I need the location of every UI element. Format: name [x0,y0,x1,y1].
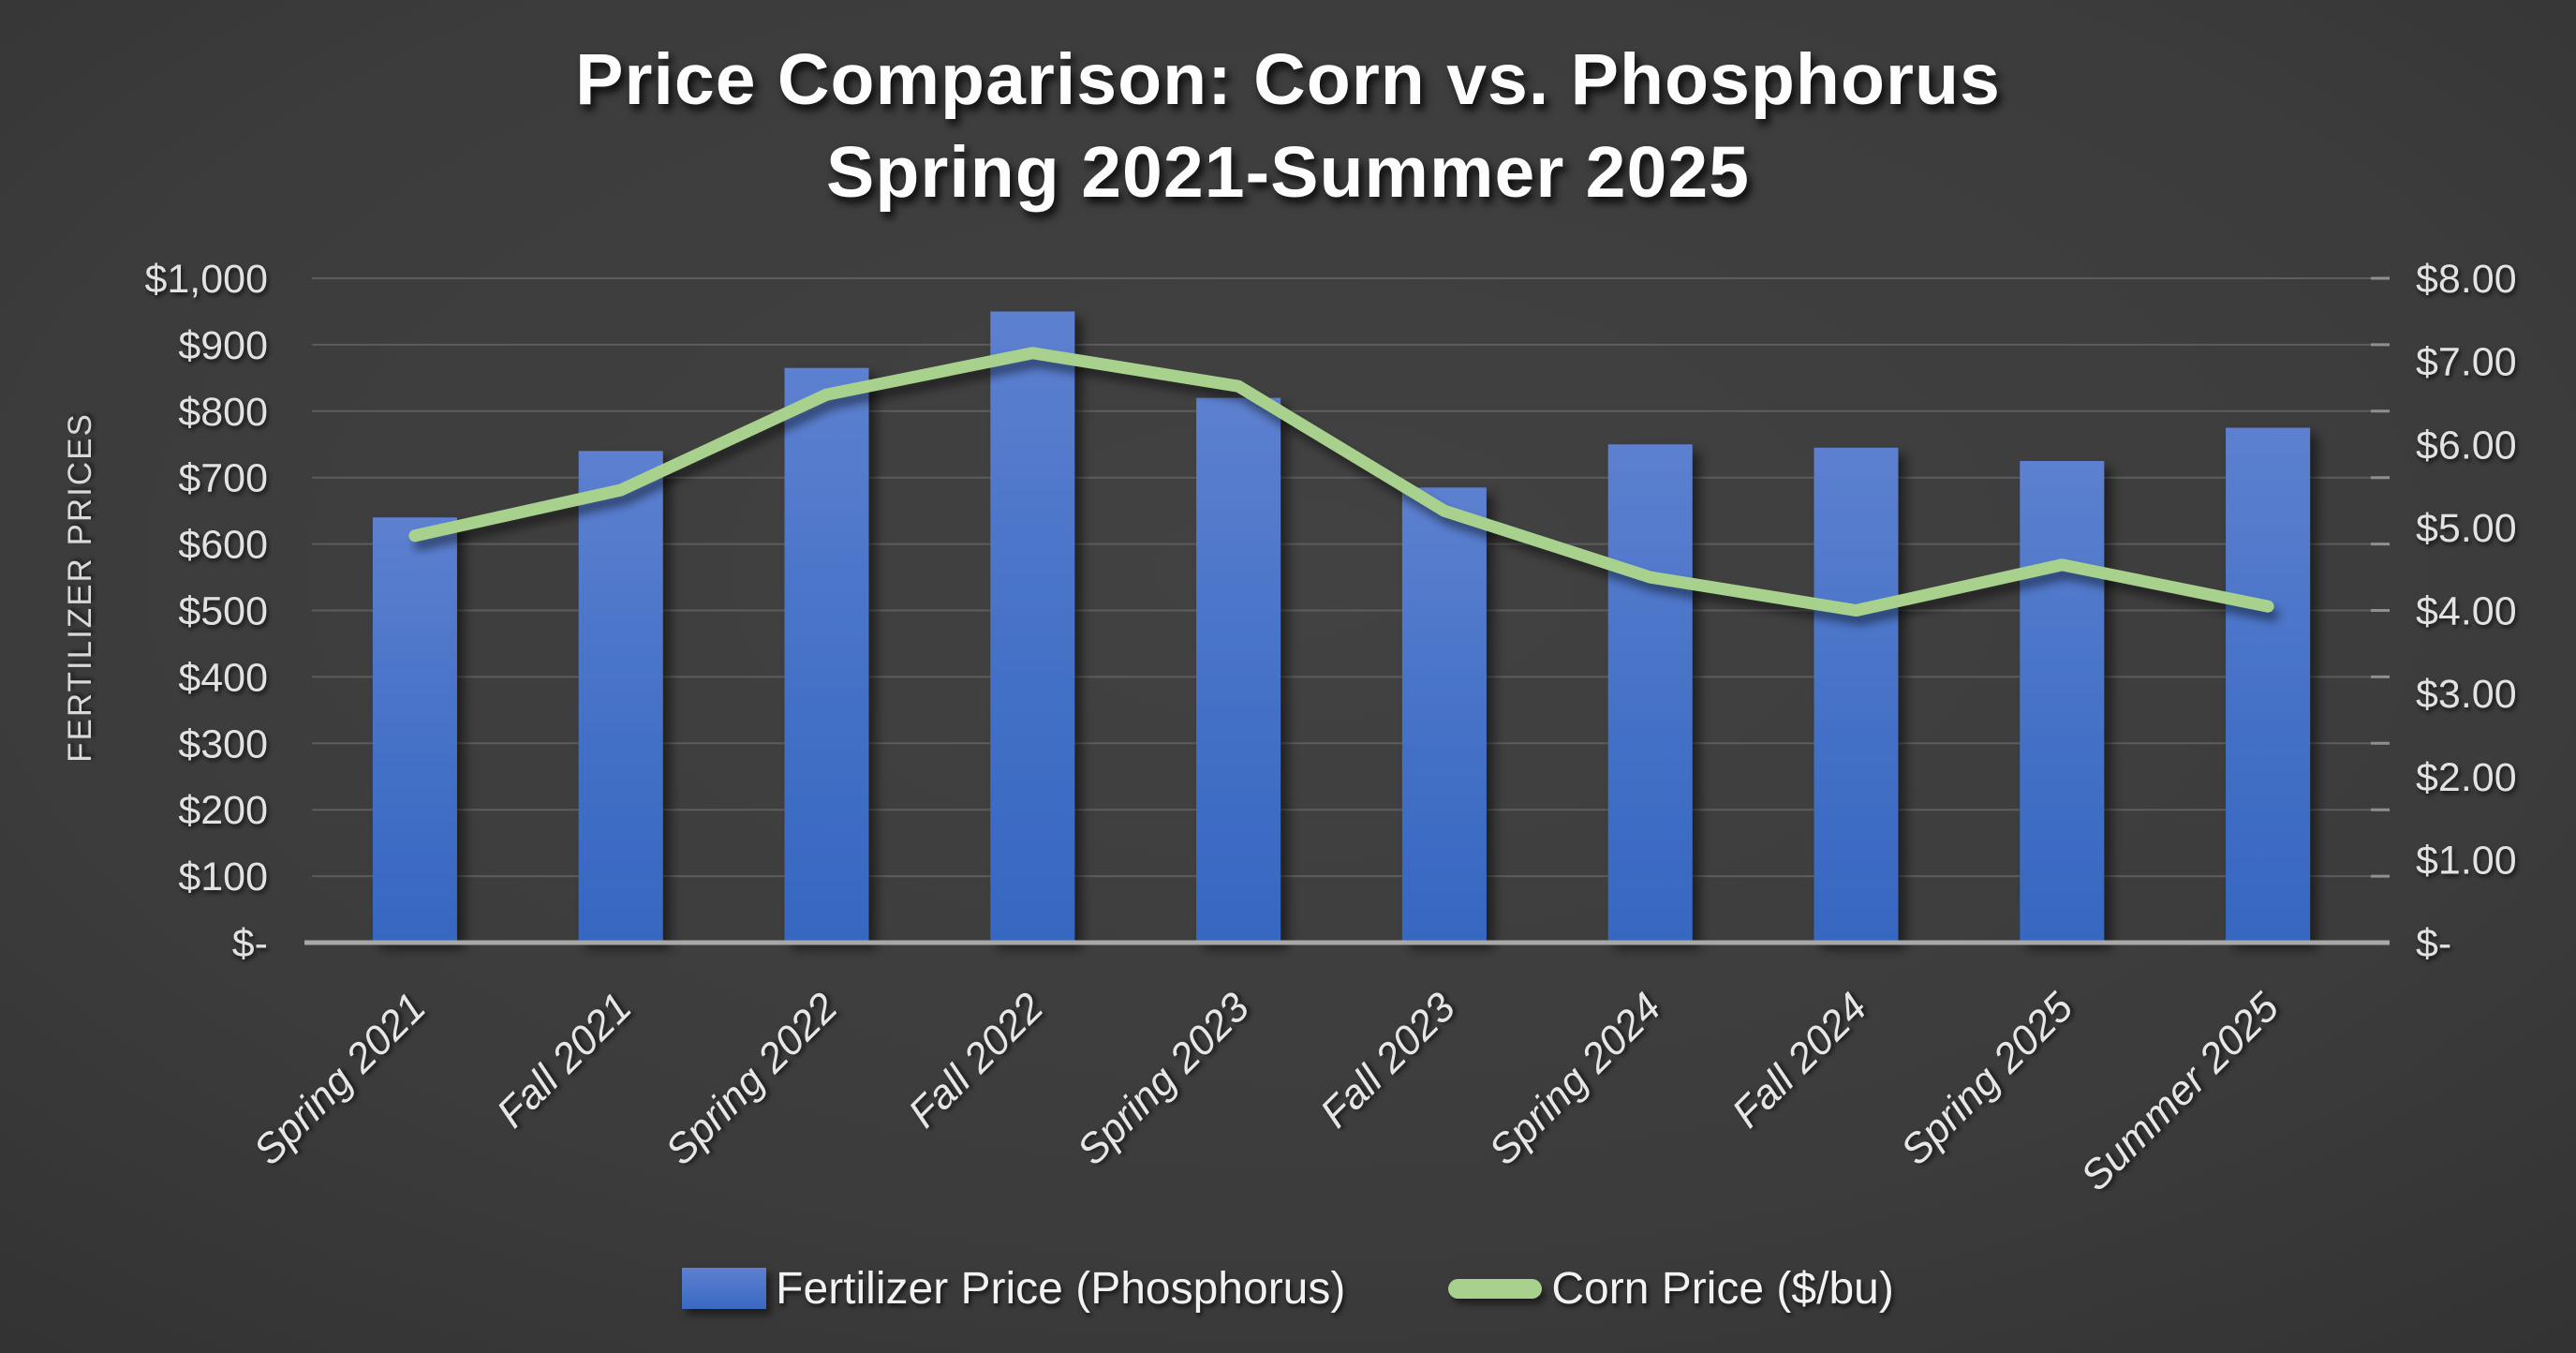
x-axis-label: Fall 2024 [1724,984,1876,1137]
left-axis-label: $1,000 [144,257,268,302]
right-axis-label: $2.00 [2416,755,2517,800]
bar-summer-2025[interactable] [2226,427,2311,943]
chart-title-line1: Price Comparison: Corn vs. Phosphorus [575,39,2001,120]
x-axis-label: Spring 2024 [1480,984,1669,1173]
line-series-corn [408,347,2274,617]
legend-item-corn[interactable]: Corn Price ($/bu) [1448,1263,1894,1315]
left-axis-label: $300 [178,721,268,766]
legend: Fertilizer Price (Phosphorus) Corn Price… [0,1256,2576,1321]
bar-spring-2022[interactable] [784,367,869,944]
left-axis-label: $200 [178,788,268,833]
left-axis-tick-labels: $- $100 $200 $300 $400 $500 $600 $700 $800 $900 $1… [144,257,268,966]
bar-fall-2024[interactable] [1814,447,1899,943]
left-axis-label: $600 [178,523,268,568]
chart-title-line2: Spring 2021-Summer 2025 [826,132,1750,213]
x-axis-label: Fall 2023 [1311,984,1464,1137]
x-axis-label: Summer 2025 [2072,984,2287,1199]
bar-spring-2024[interactable] [1607,444,1693,943]
right-axis-label: $1.00 [2416,838,2517,883]
left-axis-label: $100 [178,855,268,900]
x-axis-label: Fall 2021 [488,984,641,1137]
right-axis-label: $8.00 [2416,257,2517,302]
x-axis-label: Spring 2025 [1892,984,2082,1174]
x-axis-label: Spring 2022 [657,984,846,1173]
legend-bar-swatch [682,1268,767,1309]
right-axis-label: $7.00 [2416,340,2517,385]
right-axis-label: $5.00 [2416,506,2517,551]
x-axis-tick-labels: Spring 2021 Fall 2021 Spring 2022 Fall 2022… [245,984,2288,1199]
x-axis-label: Spring 2023 [1069,984,1259,1174]
right-axis-label: $- [2416,921,2451,966]
bar-series-fertilizer [372,311,2311,944]
right-axis-label: $4.00 [2416,589,2517,634]
corn-price-line[interactable] [408,347,2274,617]
left-axis-label: $- [232,921,268,966]
legend-label-corn: Corn Price ($/bu) [1551,1263,1894,1314]
legend-item-fertilizer[interactable]: Fertilizer Price (Phosphorus) [682,1263,1345,1315]
bar-spring-2023[interactable] [1196,397,1281,943]
x-axis-label: Spring 2021 [245,984,435,1173]
legend-line-swatch [1448,1278,1543,1299]
left-axis-label: $700 [178,456,268,501]
left-axis-label: $400 [178,655,268,700]
axis-lines [304,276,2390,945]
bar-spring-2025[interactable] [2020,460,2105,944]
bar-fall-2021[interactable] [578,451,663,944]
left-axis-label: $500 [178,589,268,634]
right-axis-label: $3.00 [2416,672,2517,717]
right-axis-label: $6.00 [2416,423,2517,468]
left-axis-label: $800 [178,390,268,435]
legend-label-fertilizer: Fertilizer Price (Phosphorus) [776,1263,1346,1314]
chart-title: Price Comparison: Corn vs. Phosphorus Sp… [0,34,2576,219]
x-axis-label: Fall 2022 [900,984,1053,1137]
right-axis-tick-labels: $- $1.00 $2.00 $3.00 $4.00 $5.00 $6.00 $7.00 $8.… [2416,257,2517,966]
bar-fall-2023[interactable] [1401,487,1487,943]
left-axis-label: $900 [178,323,268,368]
bar-spring-2021[interactable] [372,517,457,943]
bar-fall-2022[interactable] [990,311,1075,943]
